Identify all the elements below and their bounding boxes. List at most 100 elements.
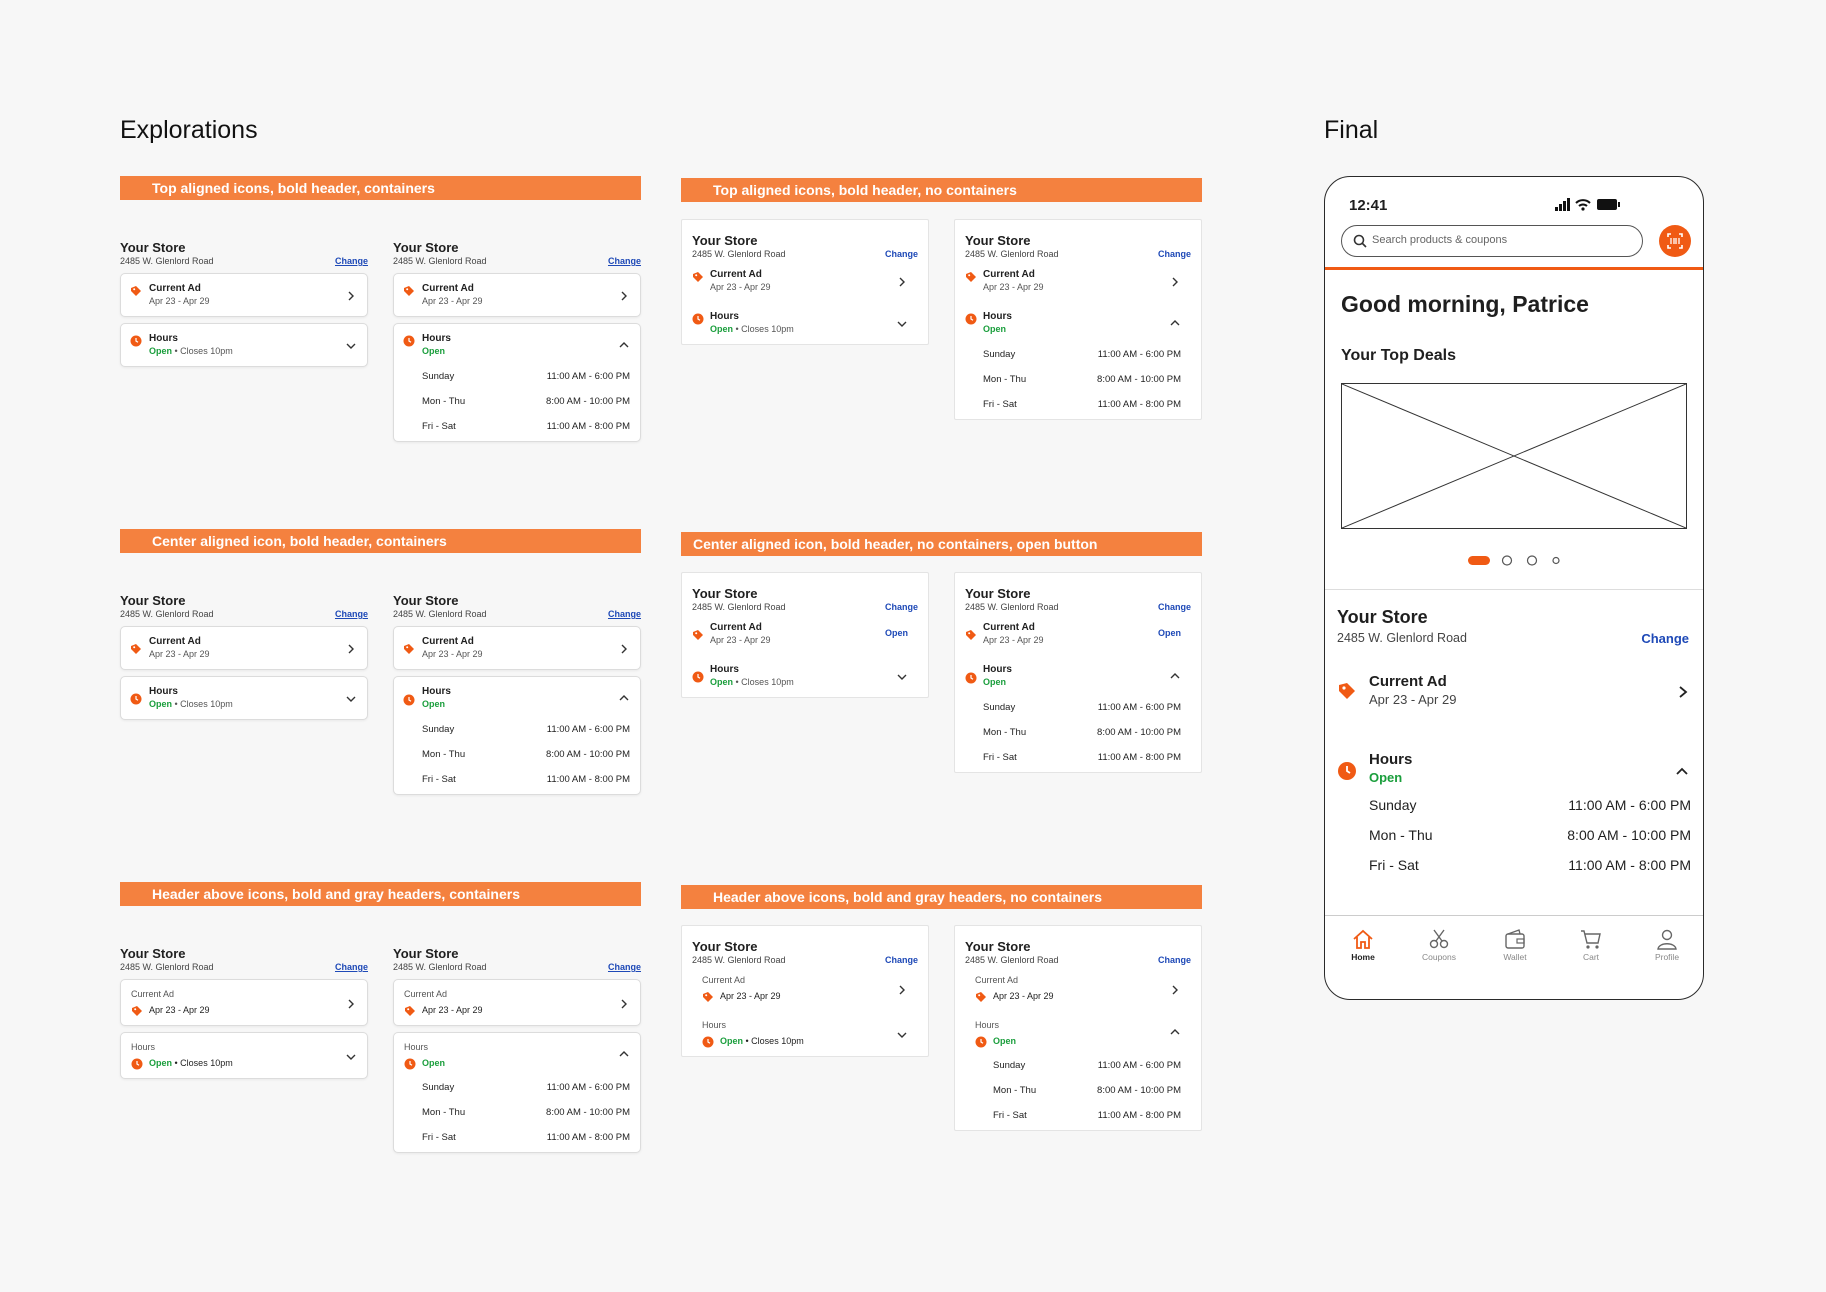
change-store-link[interactable]: Change [334,962,368,972]
tag-icon [130,642,142,654]
carousel-dot [1552,556,1560,565]
hours-time: 11:00 AM - 8:00 PM [546,421,630,432]
current-ad-title: Current Ad [983,269,1035,280]
hours-row[interactable]: Hours Open • Closes 10pm [120,1032,368,1079]
hours-row[interactable]: Hours Open • Closes 10pm [692,302,918,344]
change-store-link[interactable]: Change [1157,955,1191,965]
hours-row-mon-thu: Mon - Thu 8:00 AM - 10:00 PM [1369,827,1691,843]
hours-row[interactable]: Hours Open • Closes 10pm [120,323,368,367]
nav-wallet[interactable]: Wallet [1477,922,1553,982]
hours-row[interactable]: Hours Open Sunday 11:00 AM - 6:00 PM Mon - T… [393,676,641,795]
current-ad-row[interactable]: Current Ad Apr 23 - Apr 29 [120,979,368,1026]
chevron-right-icon [1169,275,1181,287]
current-ad-title: Current Ad [422,283,474,294]
hours-day: Sunday [993,1060,1026,1071]
current-ad-row[interactable]: Current Ad Apr 23 - Apr 29 Open [965,613,1191,655]
chevron-down-icon [896,670,908,682]
carousel-dot-active [1468,556,1490,565]
open-ad-button[interactable]: Open [884,628,908,638]
current-ad-row[interactable]: Current Ad Apr 23 - Apr 29 [393,626,641,670]
store-title: Your Store [393,946,459,961]
hours-row[interactable]: Hours Open • Closes 10pm [692,655,918,697]
scan-button[interactable] [1659,225,1691,257]
chevron-up-icon [1676,767,1688,775]
hours-row[interactable]: Hours Open Sunday 11:00 AM - 6:00 PM Mon - T… [965,302,1191,419]
nav-home[interactable]: Home [1325,922,1401,982]
hours-schedule-row: Fri - Sat 11:00 AM - 8:00 PM [422,421,630,433]
banner-top-no-containers: Top aligned icons, bold header, no conta… [681,178,1202,202]
hours-schedule-row: Fri - Sat 11:00 AM - 8:00 PM [422,1132,630,1144]
nav-coupons[interactable]: Coupons [1401,922,1477,982]
hours-day: Sunday [422,371,455,382]
change-store-link[interactable]: Change [334,609,368,619]
hours-schedule-row: Mon - Thu 8:00 AM - 10:00 PM [993,1085,1181,1097]
store-card: Your Store 2485 W. Glenlord Road Change Cur… [393,931,641,1153]
open-ad-button[interactable]: Open [1157,628,1181,638]
change-store-link[interactable]: Change [1641,631,1689,646]
store-title: Your Store [692,586,758,601]
carousel-dot [1501,555,1513,566]
clock-icon [130,334,142,347]
hours-schedule-row: Mon - Thu 8:00 AM - 10:00 PM [983,374,1181,386]
change-store-link[interactable]: Change [1157,249,1191,259]
current-ad-row[interactable]: Current Ad Apr 23 - Apr 29 Open [692,613,918,655]
current-ad-title: Current Ad [149,283,201,294]
store-card: Your Store 2485 W. Glenlord Road Change Cur… [681,219,929,345]
current-ad-row[interactable]: Current Ad Apr 23 - Apr 29 [965,966,1191,1011]
change-store-link[interactable]: Change [607,609,641,619]
current-ad-row[interactable]: Current Ad Apr 23 - Apr 29 [393,979,641,1026]
current-ad-row[interactable]: Current Ad Apr 23 - Apr 29 [1337,673,1693,707]
store-title: Your Store [965,939,1031,954]
current-ad-title: Current Ad [710,269,762,280]
hours-row[interactable]: Hours Open Sunday 11:00 AM - 6:00 PM Mon - T… [965,1011,1191,1130]
hours-row[interactable]: Hours Open Sunday 11:00 AM - 6:00 PM Mon - T… [393,1032,641,1153]
current-ad-dates: Apr 23 - Apr 29 [993,991,1054,1001]
current-ad-row[interactable]: Current Ad Apr 23 - Apr 29 [393,273,641,317]
current-ad-row[interactable]: Current Ad Apr 23 - Apr 29 [692,966,918,1011]
store-card: Your Store 2485 W. Glenlord Road Change Cur… [120,225,368,367]
hours-row[interactable]: Hours Open Sunday 11:00 AM - 6:00 PM Mon - T… [965,655,1191,772]
nav-cart[interactable]: Cart [1553,922,1629,982]
deal-image-placeholder[interactable] [1341,383,1687,529]
current-ad-row[interactable]: Current Ad Apr 23 - Apr 29 [965,260,1191,302]
chevron-right-icon [345,997,357,1009]
hours-schedule-row: Sunday 11:00 AM - 6:00 PM [422,371,630,383]
change-store-link[interactable]: Change [884,955,918,965]
change-store-link[interactable]: Change [607,962,641,972]
hours-label: Hours [131,1042,156,1052]
cart-icon [1581,930,1601,949]
tag-icon [692,270,704,282]
hours-row[interactable]: Hours Open • Closes 10pm [120,676,368,720]
store-address: 2485 W. Glenlord Road [120,609,214,619]
carousel-indicator[interactable] [1325,555,1704,567]
change-store-link[interactable]: Change [1157,602,1191,612]
current-ad-title: Current Ad [710,622,762,633]
hours-time: 8:00 AM - 10:00 PM [1097,1085,1181,1096]
clock-icon [965,671,977,684]
section-divider [1325,589,1703,590]
chevron-right-icon [1679,686,1688,698]
chevron-up-icon [618,691,630,703]
hours-row[interactable]: Hours Open Sunday 11:00 AM - 6:00 PM Mon - T… [393,323,641,442]
store-header: Your Store 2485 W. Glenlord Road Change [120,225,368,267]
chevron-right-icon [1169,983,1181,995]
current-ad-row[interactable]: Current Ad Apr 23 - Apr 29 [120,273,368,317]
header-divider [1325,267,1703,270]
change-store-link[interactable]: Change [334,256,368,266]
nav-profile[interactable]: Profile [1629,922,1703,982]
hours-row[interactable]: Hours Open • Closes 10pm [692,1011,918,1056]
change-store-link[interactable]: Change [884,602,918,612]
chevron-down-icon [345,1050,357,1062]
change-store-link[interactable]: Change [884,249,918,259]
store-title: Your Store [120,946,186,961]
hours-day: Fri - Sat [993,1110,1027,1121]
current-ad-label: Current Ad [131,989,175,999]
store-address: 2485 W. Glenlord Road [692,602,786,612]
store-address: 2485 W. Glenlord Road [393,609,487,619]
current-ad-row[interactable]: Current Ad Apr 23 - Apr 29 [120,626,368,670]
hours-row[interactable]: Hours Open [1337,751,1693,785]
change-store-link[interactable]: Change [607,256,641,266]
clock-icon [692,670,704,683]
search-input[interactable]: Search products & coupons [1341,225,1643,257]
current-ad-row[interactable]: Current Ad Apr 23 - Apr 29 [692,260,918,302]
